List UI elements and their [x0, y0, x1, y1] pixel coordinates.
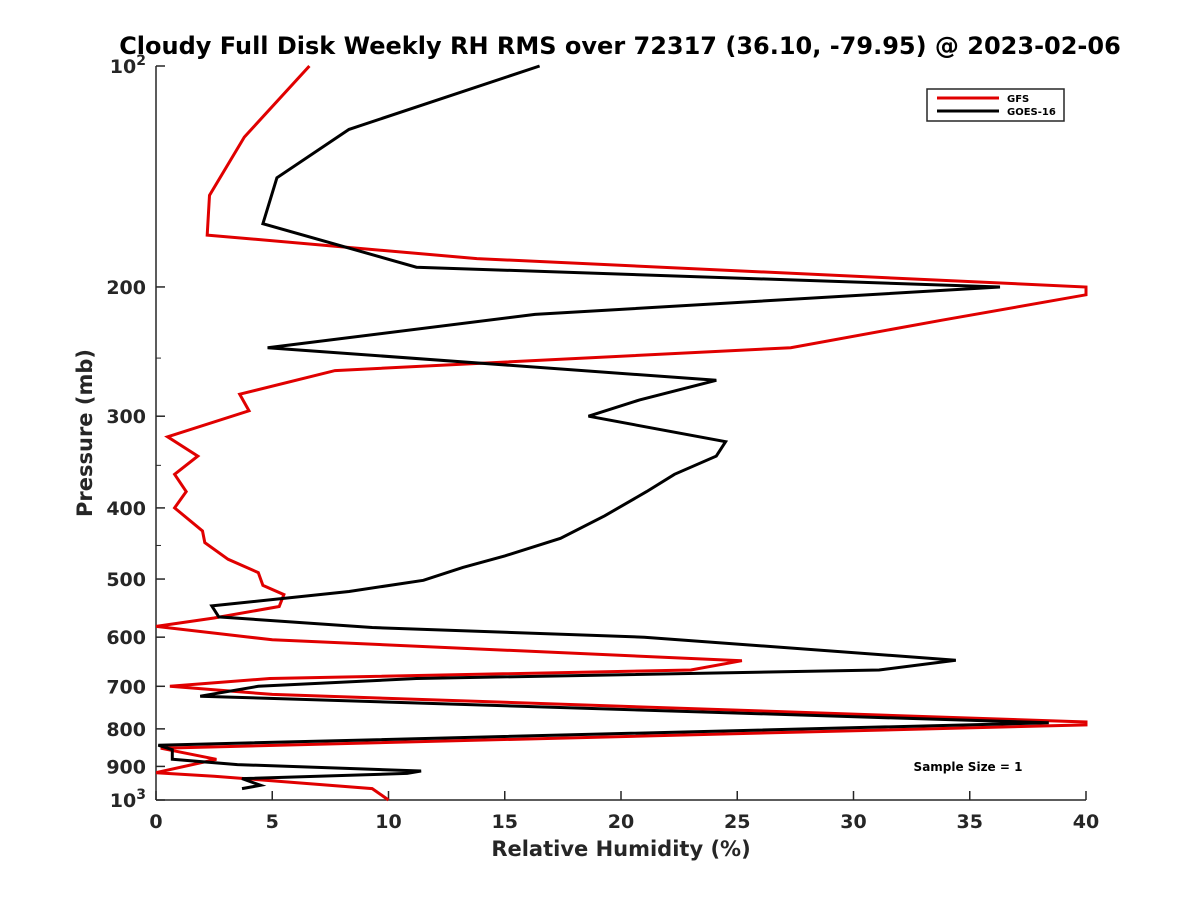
x-tick-label: 30 [840, 811, 866, 833]
axes: 0 5 10 15 20 25 30 35 40 102 200 300 400 500 600 700 800… [106, 53, 1099, 833]
y-tick-label: 900 [106, 756, 146, 778]
y-axis-label: Pressure (mb) [73, 349, 97, 517]
x-tick-label: 35 [957, 811, 983, 833]
legend-box [926, 88, 1065, 122]
series-line-goes-16 [157, 64, 1049, 791]
legend: GFS GOES-16 [926, 88, 1065, 122]
y-tick-label: 102 [110, 53, 146, 78]
y-tick-label: 800 [106, 719, 146, 741]
y-tick-label: 300 [106, 406, 146, 428]
legend-entry-label: GFS [1007, 94, 1029, 105]
x-tick-label: 10 [375, 811, 401, 833]
sample-size-annotation: Sample Size = 1 [914, 760, 1023, 774]
y-tick-label: 700 [106, 676, 146, 698]
x-tick-label: 5 [266, 811, 279, 833]
x-tick-label: 20 [608, 811, 634, 833]
x-axis-label: Relative Humidity (%) [491, 837, 750, 861]
x-tick-label: 15 [492, 811, 518, 833]
series-line-gfs [156, 64, 1088, 802]
chart-title: Cloudy Full Disk Weekly RH RMS over 7231… [119, 32, 1121, 60]
y-tick-label: 400 [106, 498, 146, 520]
y-tick-label: 103 [110, 787, 146, 812]
legend-entry-label: GOES-16 [1007, 107, 1056, 118]
y-tick-label: 600 [106, 627, 146, 649]
x-tick-label: 40 [1073, 811, 1099, 833]
x-tick-label: 25 [724, 811, 750, 833]
x-tick-label: 0 [149, 811, 162, 833]
y-tick-label: 200 [106, 277, 146, 299]
series-lines [156, 64, 1088, 802]
y-tick-label: 500 [106, 569, 146, 591]
